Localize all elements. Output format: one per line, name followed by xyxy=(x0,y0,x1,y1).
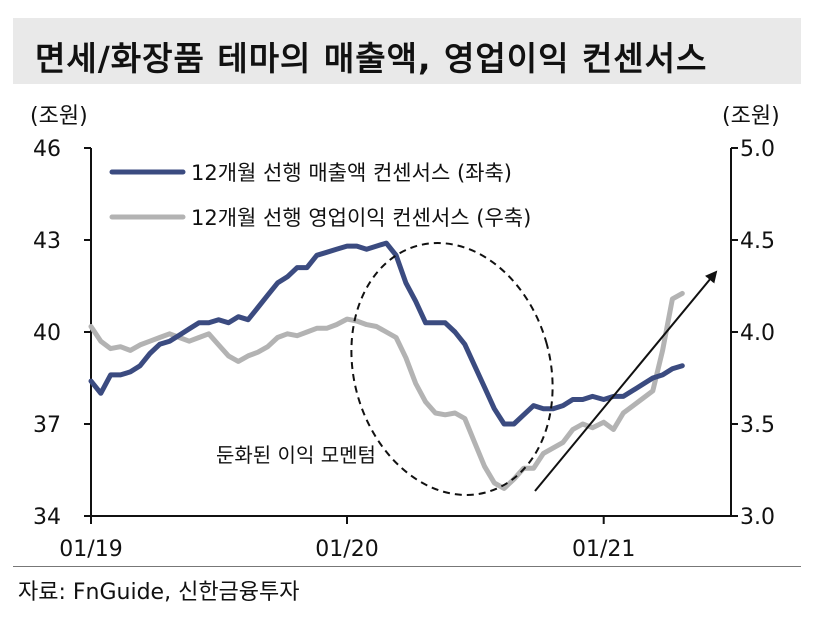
x-tick-label: 01/21 xyxy=(572,537,635,562)
trend-arrow xyxy=(534,270,718,492)
right-tick-label: 5.0 xyxy=(740,137,775,162)
chart-title: 면세/화장품 테마의 매출액, 영업이익 컨센서스 xyxy=(35,39,708,78)
revenue-series-line xyxy=(88,240,685,427)
source-note: 자료: FnGuide, 신한금융투자 xyxy=(18,580,300,605)
right-tick-label: 3.5 xyxy=(740,413,775,438)
source-divider xyxy=(13,566,801,567)
left-axis-unit: (조원) xyxy=(30,104,88,129)
right-tick-label: 3.0 xyxy=(740,505,775,530)
right-tick-label: 4.5 xyxy=(740,229,775,254)
left-tick-label: 46 xyxy=(33,137,61,162)
left-tick-label: 43 xyxy=(33,229,61,254)
x-tick-label: 01/20 xyxy=(315,537,378,562)
right-tick-label: 4.0 xyxy=(740,321,775,346)
legend-label: 12개월 선행 매출액 컨센서스 (좌축) xyxy=(191,161,512,185)
highlight-ellipse xyxy=(350,242,554,496)
operating-profit-series-line xyxy=(88,290,685,491)
legend-label: 12개월 선행 영업이익 컨센서스 (우축) xyxy=(191,206,531,230)
left-tick-label: 34 xyxy=(33,505,61,530)
title-bar: 면세/화장품 테마의 매출액, 영업이익 컨센서스 xyxy=(13,18,801,84)
left-tick-label: 37 xyxy=(33,413,61,438)
x-tick-label: 01/19 xyxy=(59,537,122,562)
right-axis-unit: (조원) xyxy=(722,104,780,129)
annotation-text: 둔화된 이익 모멘텀 xyxy=(216,443,376,467)
left-tick-label: 40 xyxy=(33,321,61,346)
